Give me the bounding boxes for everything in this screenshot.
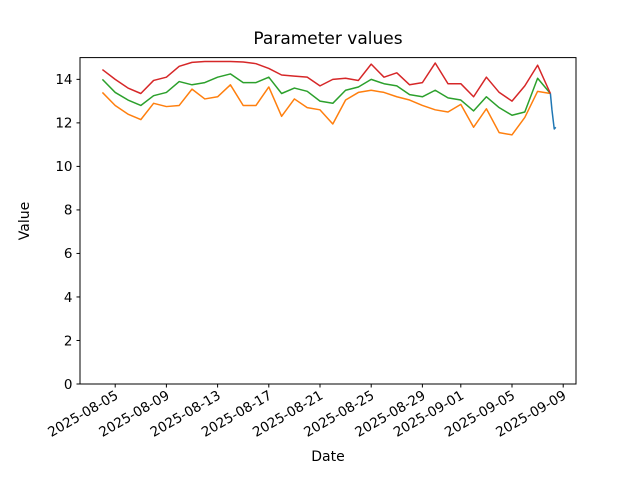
axes-spines xyxy=(79,57,577,385)
y-tick-label: 2 xyxy=(64,333,73,349)
y-tick-label: 6 xyxy=(64,246,73,262)
series-line-blue-tail xyxy=(549,93,557,130)
y-tick-label: 14 xyxy=(55,72,72,88)
series-line-orange xyxy=(101,84,551,136)
y-axis-label: Value xyxy=(17,202,33,240)
y-tick-label: 8 xyxy=(64,203,73,219)
y-tick-label: 0 xyxy=(64,377,73,393)
series-line-red xyxy=(101,60,552,102)
series-line-green xyxy=(101,73,551,117)
y-tick-label: 12 xyxy=(55,116,72,132)
chart-title: Parameter values xyxy=(253,29,402,49)
y-tick-label: 10 xyxy=(55,159,72,175)
y-tick-label: 4 xyxy=(64,290,73,306)
series-layer xyxy=(101,60,557,136)
plot-area xyxy=(80,57,576,384)
x-axis-label: Date xyxy=(311,449,344,465)
